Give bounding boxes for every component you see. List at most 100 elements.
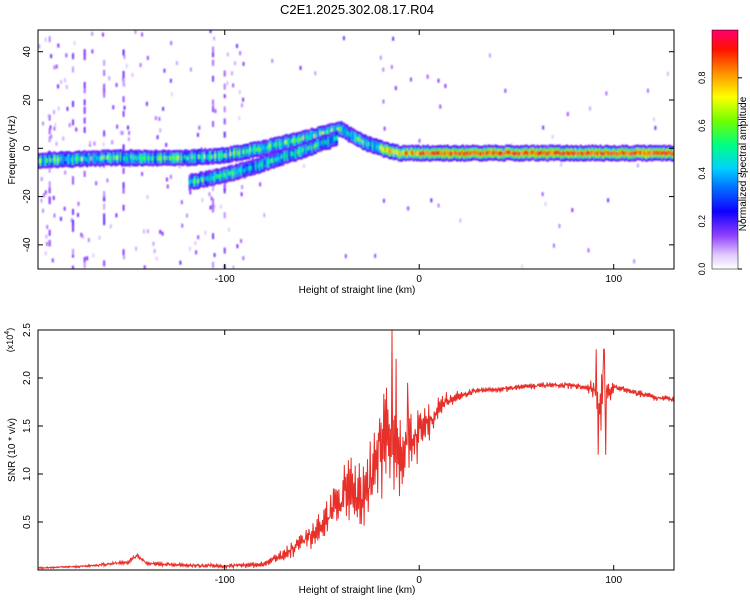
spectrogram-ridge-core (177, 155, 180, 161)
spectrogram-ridge-core (349, 132, 352, 137)
spectrogram-speckle (131, 72, 134, 77)
spectrogram-xtick-label: -100 (215, 274, 235, 285)
spectrogram-speckle (271, 58, 274, 63)
spectrogram-speckle (66, 106, 69, 111)
spectrogram-ridge-core (601, 151, 605, 156)
spectrogram-speckle (46, 225, 49, 230)
spectrogram-speckle (72, 66, 75, 73)
spectrogram-ridge-core (107, 154, 110, 160)
spectrogram-speckle (165, 177, 168, 182)
spectrogram-ridge-core (342, 127, 345, 133)
spectrogram-ridge-core (341, 128, 344, 133)
spectrogram-ridge-core (669, 150, 672, 156)
spectrogram-ridge-core (181, 156, 184, 161)
spectrogram-ridge-core (49, 157, 53, 163)
spectrogram-ridge-core (208, 175, 211, 180)
spectrogram-speckle (102, 142, 105, 147)
spectrogram-ridge-core (98, 157, 102, 162)
spectrogram-ridge-core (303, 135, 306, 140)
spectrogram-ridge-core (124, 156, 127, 161)
spectrogram-ridge-core (264, 144, 267, 150)
spectrogram-speckle (103, 219, 106, 226)
spectrogram-ridge-core (542, 151, 545, 156)
spectrogram-ridge-core (280, 142, 284, 147)
spectrogram-ridge-core (261, 162, 264, 167)
spectrogram-ridge-core (58, 157, 61, 162)
spectrogram-ridge-core (584, 150, 587, 156)
spectrogram-ridge-core (259, 162, 263, 168)
spectrogram-ridge-core (311, 133, 314, 138)
spectrogram-ridge-core (231, 151, 235, 156)
spectrogram-ridge-core (529, 151, 532, 156)
spectrogram-ridge-core (634, 151, 637, 156)
spectrogram-speckle (47, 114, 50, 119)
spectrogram-speckle (103, 91, 106, 98)
spectrogram-ridge-core (73, 157, 76, 162)
spectrogram-ridge-core (290, 138, 293, 144)
spectrogram-ridge-core (216, 174, 219, 179)
spectrogram-speckle (231, 71, 234, 76)
spectrogram-ridge-core (590, 151, 593, 156)
spectrogram-ridge-core (586, 150, 589, 156)
spectrogram-ridge-core (185, 155, 188, 160)
spectrogram-speckle (212, 261, 215, 268)
spectrogram-ridge-core (219, 174, 222, 179)
spectrogram-ridge-core (275, 157, 278, 162)
spectrogram-ridge-core (216, 154, 219, 159)
spectrogram-ridge-core (229, 171, 232, 177)
spectrogram-speckle (76, 213, 79, 218)
spectrogram-ridge-core (521, 151, 524, 157)
spectrogram-ridge-core (363, 139, 366, 145)
spectrogram-speckle (146, 194, 149, 199)
spectrogram-speckle (44, 37, 47, 42)
spectrogram-speckle (80, 232, 83, 237)
spectrogram-ridge-core (401, 151, 404, 156)
spectrogram-ridge-core (368, 141, 371, 146)
spectrogram-ridge-core (501, 151, 504, 156)
spectrogram-speckle (72, 178, 75, 185)
spectrogram-speckle (122, 96, 125, 103)
spectrogram-speckle (87, 238, 90, 243)
spectrogram-speckle (646, 88, 649, 93)
spectrogram-speckle (93, 141, 96, 146)
spectrogram-speckle (571, 208, 574, 213)
spectrogram-ridge-core (272, 158, 275, 164)
spectrogram-speckle (219, 204, 222, 209)
spectrogram-ridge-core (635, 150, 638, 155)
spectrogram-speckle (44, 251, 47, 256)
spectrogram-speckle (65, 85, 68, 90)
spectrogram-ridge-core (553, 150, 557, 155)
spectrogram-speckle (152, 241, 155, 246)
spectrogram-speckle (115, 82, 118, 87)
spectrogram-ridge-core (259, 147, 263, 152)
spectrogram-ridge-core (114, 155, 117, 161)
spectrogram-ridge-core (257, 163, 260, 169)
spectrogram-speckle (77, 201, 80, 206)
spectrogram-ridge-core (338, 127, 341, 132)
spectrogram-speckle (43, 193, 46, 198)
spectrogram-speckle (72, 219, 75, 226)
spectrogram-ridge-core (152, 156, 155, 161)
spectrogram-speckle (115, 213, 118, 218)
spectrogram-ridge-core (668, 150, 671, 155)
spectrogram-speckle (122, 49, 125, 56)
spectrogram-ridge-core (68, 156, 71, 162)
spectrogram-speckle (418, 138, 421, 143)
spectrogram-ridge-core (129, 154, 132, 160)
spectrogram-speckle (55, 141, 58, 146)
spectrogram-ridge-core (235, 169, 238, 174)
spectrogram-speckle (112, 105, 115, 110)
spectrogram-ridge-core (222, 173, 225, 178)
spectrogram-ridge-core (405, 150, 408, 156)
spectrogram-ridge-core (632, 151, 635, 157)
spectrogram-ridge-core (287, 152, 291, 158)
spectrogram-speckle (552, 243, 555, 248)
spectrogram-ridge-core (570, 150, 573, 155)
spectrogram-ridge-core (284, 153, 287, 159)
spectrogram-speckle (122, 182, 125, 189)
spectrogram-ridge-core (370, 143, 373, 148)
spectrogram-ridge-core (557, 150, 560, 155)
spectrogram-ridge-core (112, 155, 116, 160)
spectrogram-ridge-core (394, 149, 397, 154)
spectrogram-ridge-core (334, 128, 337, 133)
